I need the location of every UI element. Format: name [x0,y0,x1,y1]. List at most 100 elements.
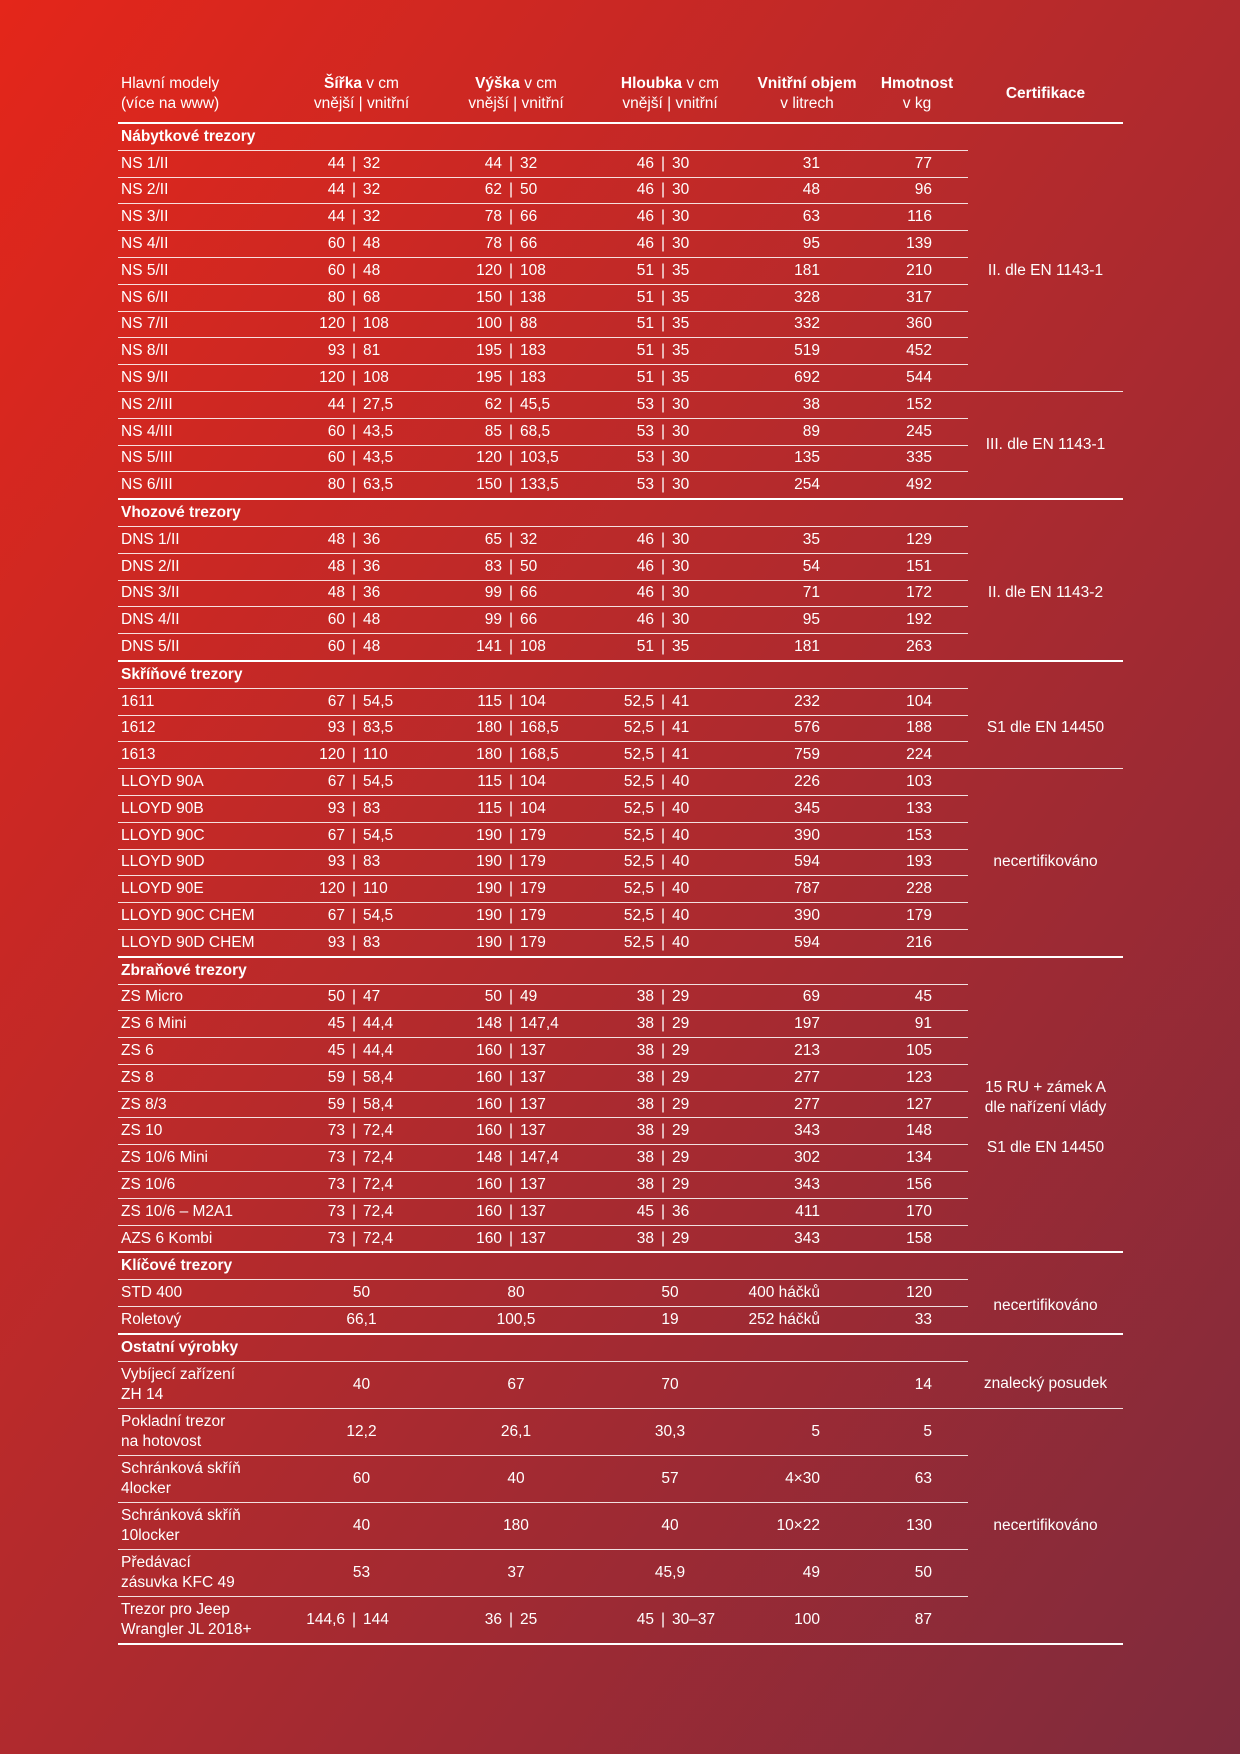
outer-value: 46 [636,557,654,575]
dimension-cell: 59 | 58,4 [283,1064,440,1092]
model-name: LLOYD 90C [118,822,283,850]
separator: | [508,988,514,1006]
volume-cell: 135 [748,445,866,473]
section-header: Ostatní výrobky [118,1333,1123,1362]
weight-cell: 170 [866,1198,968,1226]
inner-value: 40 [672,826,690,844]
outer-value: 150 [476,288,502,306]
table-row: ZS 8/3 59 | 58,4 160 | 137 38 | 29 277 127 [118,1091,1123,1119]
separator: | [508,719,514,737]
inner-value: 32 [363,208,381,226]
inner-value: 183 [520,369,546,387]
dimension-cell: 115 | 104 [440,795,592,823]
model-name: Pokladní trezor na hotovost [118,1408,283,1456]
weight-cell: 129 [866,526,968,554]
inner-value: 108 [363,315,389,333]
table-row: NS 4/III 60 | 43,5 85 | 68,5 53 | 30 89 245 [118,418,1123,446]
separator: | [660,638,666,656]
outer-value: 148 [476,1149,502,1167]
separator: | [351,611,357,629]
dimension-cell: 52,5 | 40 [592,822,748,850]
dimension-cell: 52,5 | 40 [592,768,748,796]
separator: | [351,530,357,548]
dimension-cell: 52,5 | 40 [592,875,748,904]
dimension-cell: 62 | 45,5 [440,391,592,419]
separator: | [660,988,666,1006]
volume-cell: 5 [748,1408,866,1456]
dimension-cell: 53 | 30 [592,445,748,473]
dimension-cell: 180 | 168,5 [440,715,592,743]
dimension-pair: 67 | 54,5 [283,827,440,845]
inner-value: 30–37 [672,1610,716,1628]
outer-value: 73 [327,1175,345,1193]
dimension-pair: 120 | 103,5 [440,449,592,467]
dimension-cell: 99 | 66 [440,580,592,608]
separator: | [508,557,514,575]
separator: | [508,422,514,440]
dimension-cell: 160 | 137 [440,1117,592,1146]
separator: | [351,692,357,710]
weight-cell: 5 [866,1408,968,1456]
separator: | [660,395,666,413]
dimension-pair: 45 | 30–37 [592,1610,748,1630]
inner-value: 110 [363,880,388,898]
outer-value: 190 [476,826,502,844]
dimension-cell: 51 | 35 [592,257,748,285]
separator: | [508,208,514,226]
outer-value: 44 [327,208,345,226]
separator: | [508,1175,514,1193]
model-name: NS 7/II [118,311,283,339]
dimension-cell: 93 | 83 [283,929,440,958]
inner-value: 103,5 [520,449,559,467]
table-row: LLOYD 90E 120 | 110 190 | 179 52,5 | 40 787 228 [118,875,1123,904]
dimension-cell: 48 | 36 [283,553,440,581]
outer-value: 93 [327,799,345,817]
dimension-pair: 52,5 | 40 [592,773,748,791]
model-name: ZS 6 Mini [118,1010,283,1039]
outer-value: 99 [484,584,502,602]
separator: | [351,853,357,871]
dimension-pair: 120 | 110 [283,746,440,764]
dimension-pair: 141 | 108 [440,638,592,656]
separator: | [351,1068,357,1086]
weight-cell: 216 [866,929,968,958]
separator: | [351,422,357,440]
separator: | [660,907,666,924]
model-name: ZS 10/6 – M2A1 [118,1198,283,1226]
separator: | [660,181,666,199]
inner-value: 48 [363,235,381,253]
dimension-cell: 46 | 30 [592,203,748,232]
volume-cell: 63 [748,203,866,232]
inner-value: 58,4 [363,1095,394,1113]
inner-value: 25 [520,1610,538,1628]
dimension-cell: 38 | 29 [592,984,748,1012]
volume-cell: 38 [748,391,866,419]
model-name: ZS 8 [118,1064,283,1092]
outer-value: 38 [636,1068,654,1086]
separator: | [508,1068,514,1086]
separator: | [508,449,514,467]
dimension-pair: 38 | 29 [592,1122,748,1140]
inner-value: 40 [672,907,690,924]
table-row: ZS 10 73 | 72,4 160 | 137 38 | 29 343 148 [118,1117,1123,1146]
weight-cell: 134 [866,1144,968,1173]
outer-value: 78 [484,208,502,226]
dimension-cell: 59 | 58,4 [283,1091,440,1119]
model-name: LLOYD 90E [118,875,283,904]
separator: | [660,315,666,333]
dimension-cell: 60 | 43,5 [283,445,440,473]
dimension-pair: 46 | 30 [592,558,748,576]
inner-value: 137 [520,1095,546,1113]
separator: | [351,557,357,575]
outer-value: 190 [476,907,502,924]
inner-value: 29 [672,1068,690,1086]
dimension-pair: 73 | 72,4 [283,1149,440,1167]
separator: | [508,288,514,306]
outer-value: 38 [636,1229,654,1247]
dimension-pair: 44 | 32 [283,208,440,226]
outer-value: 120 [319,369,345,387]
section-header: Klíčové trezory [118,1252,1123,1281]
weight-cell: 210 [866,257,968,285]
volume-cell: 54 [748,553,866,581]
outer-value: 44 [484,154,502,172]
